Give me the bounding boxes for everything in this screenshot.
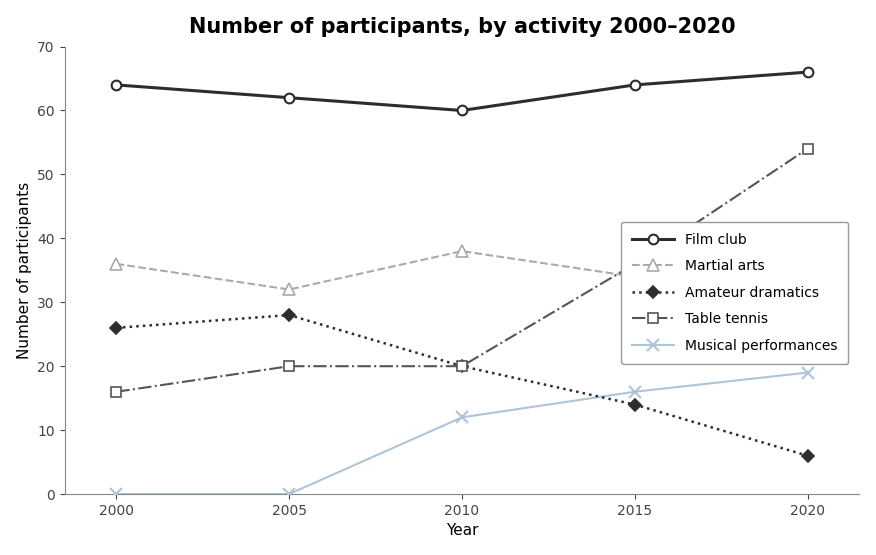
Table tennis [456,363,467,370]
Film club [111,82,122,88]
Martial arts [111,261,122,268]
Line: Amateur dramatics: Amateur dramatics [112,311,812,460]
Amateur dramatics [456,363,467,370]
Table tennis [630,261,640,268]
Film club [456,107,467,114]
Table tennis [284,363,294,370]
Martial arts [456,248,467,254]
Film club [630,82,640,88]
Table tennis [111,388,122,395]
Line: Musical performances: Musical performances [111,367,813,500]
Martial arts [802,261,813,268]
Amateur dramatics [111,325,122,331]
Line: Film club: Film club [111,67,812,115]
Film club [802,69,813,75]
Title: Number of participants, by activity 2000–2020: Number of participants, by activity 2000… [188,17,735,37]
Amateur dramatics [802,452,813,459]
Line: Table tennis: Table tennis [111,144,812,397]
Musical performances [630,388,640,395]
Amateur dramatics [630,401,640,408]
Film club [284,94,294,101]
Legend: Film club, Martial arts, Amateur dramatics, Table tennis, Musical performances: Film club, Martial arts, Amateur dramati… [621,221,849,364]
Musical performances [456,414,467,421]
Martial arts [284,286,294,293]
Martial arts [630,274,640,280]
Line: Martial arts: Martial arts [111,245,813,295]
Table tennis [802,145,813,152]
Musical performances [284,491,294,497]
X-axis label: Year: Year [446,523,478,538]
Amateur dramatics [284,312,294,319]
Musical performances [111,491,122,497]
Y-axis label: Number of participants: Number of participants [17,181,32,359]
Musical performances [802,369,813,376]
